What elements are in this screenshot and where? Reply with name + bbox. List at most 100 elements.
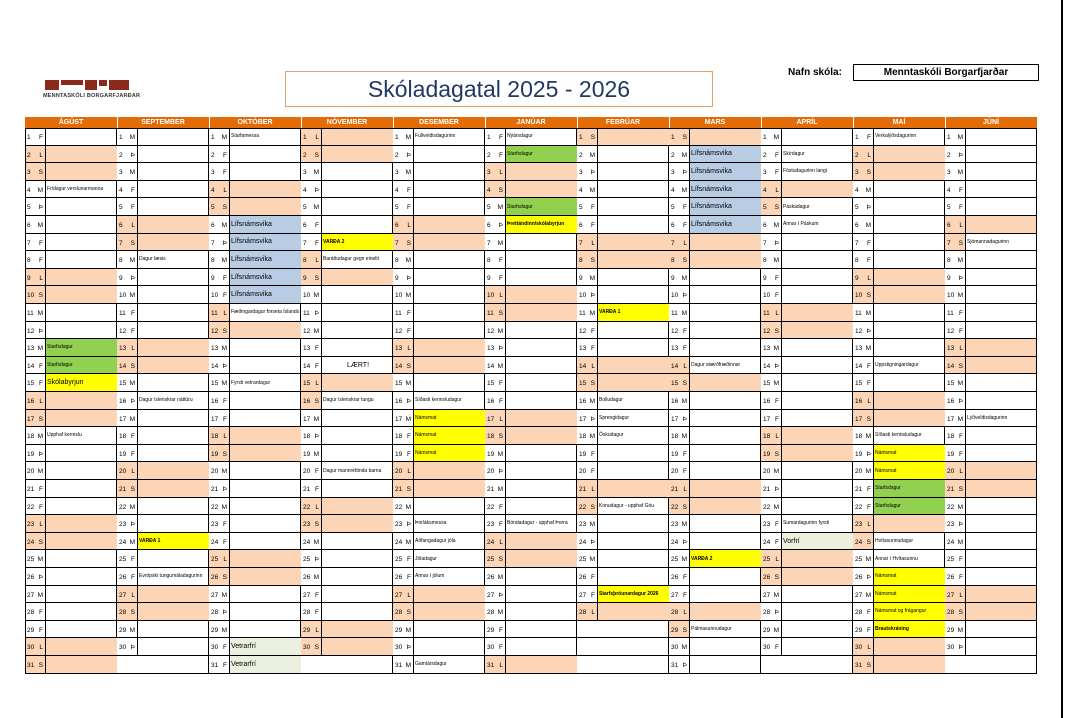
- day-event[interactable]: [966, 374, 1037, 391]
- day-event[interactable]: [598, 269, 669, 286]
- day-event[interactable]: [966, 550, 1037, 567]
- day-event[interactable]: [322, 515, 393, 532]
- day-event[interactable]: [782, 550, 853, 567]
- day-event[interactable]: [138, 427, 209, 444]
- day-event[interactable]: [46, 286, 117, 303]
- day-event[interactable]: [322, 374, 393, 391]
- day-event[interactable]: [966, 269, 1037, 286]
- day-event[interactable]: [322, 445, 393, 462]
- day-event[interactable]: Námsmat: [414, 427, 485, 444]
- day-event[interactable]: [414, 638, 485, 655]
- day-event[interactable]: [874, 322, 945, 339]
- day-event[interactable]: Evrópski tungumáladagurinn: [139, 573, 203, 580]
- day-event[interactable]: [782, 286, 853, 303]
- day-event[interactable]: [690, 515, 761, 532]
- day-event[interactable]: Lífsnámsvika: [230, 251, 301, 268]
- day-event[interactable]: [46, 621, 117, 638]
- day-event[interactable]: [874, 216, 945, 233]
- day-event[interactable]: Starfsdagur: [46, 339, 117, 356]
- day-event[interactable]: [506, 163, 577, 180]
- day-event[interactable]: Námsmat: [414, 444, 485, 462]
- day-event[interactable]: [414, 322, 485, 339]
- day-event[interactable]: [782, 427, 853, 444]
- day-event[interactable]: [506, 269, 577, 286]
- day-event[interactable]: [966, 128, 1037, 145]
- day-event[interactable]: Bóndadagur - upphaf Þorra: [507, 520, 568, 527]
- day-event[interactable]: Dagur mannréttinda barna: [323, 467, 382, 474]
- day-event[interactable]: [598, 550, 669, 567]
- day-event[interactable]: [230, 533, 301, 550]
- day-event[interactable]: [506, 462, 577, 479]
- day-event[interactable]: [322, 163, 393, 180]
- day-event[interactable]: [690, 339, 761, 356]
- day-event[interactable]: [690, 497, 761, 515]
- day-event[interactable]: Páskadagur: [783, 203, 810, 210]
- day-event[interactable]: [598, 603, 669, 620]
- day-event[interactable]: [414, 181, 485, 198]
- day-event[interactable]: Pálmasunnudagur: [691, 626, 732, 633]
- day-event[interactable]: Námsmat: [874, 444, 945, 462]
- day-event[interactable]: [966, 251, 1037, 268]
- day-event[interactable]: [414, 603, 485, 620]
- day-event[interactable]: [414, 621, 485, 638]
- day-event[interactable]: Dagur íslenskrar náttúru: [139, 397, 193, 404]
- day-event[interactable]: [414, 304, 485, 321]
- day-event[interactable]: [322, 216, 393, 233]
- day-event[interactable]: [506, 638, 577, 655]
- day-event[interactable]: Skólabyrjun: [46, 374, 117, 391]
- day-event[interactable]: [966, 146, 1037, 163]
- day-event[interactable]: Dagur íslenskrar tungu: [323, 397, 374, 404]
- day-event[interactable]: [782, 603, 853, 620]
- day-event[interactable]: [322, 286, 393, 303]
- day-event[interactable]: [230, 568, 301, 585]
- day-event[interactable]: [322, 603, 393, 620]
- day-event[interactable]: [46, 409, 117, 427]
- day-event[interactable]: [690, 586, 761, 603]
- day-event[interactable]: [598, 146, 669, 163]
- day-event[interactable]: [46, 268, 117, 286]
- day-event[interactable]: [506, 251, 577, 268]
- day-event[interactable]: [966, 480, 1037, 497]
- day-event[interactable]: [138, 339, 209, 356]
- day-event[interactable]: [230, 603, 301, 620]
- day-event[interactable]: [46, 568, 117, 585]
- day-event[interactable]: Starfsdagur: [46, 356, 117, 374]
- day-event[interactable]: [46, 480, 117, 497]
- day-event[interactable]: [414, 269, 485, 286]
- day-event[interactable]: [138, 621, 209, 638]
- day-event[interactable]: [230, 163, 301, 180]
- day-event[interactable]: [138, 269, 209, 286]
- day-event[interactable]: [506, 532, 577, 550]
- day-event[interactable]: [598, 339, 669, 356]
- day-event[interactable]: [230, 410, 301, 427]
- day-event[interactable]: Lífsnámsvika: [690, 145, 761, 163]
- day-event[interactable]: [230, 621, 301, 638]
- day-event[interactable]: [138, 198, 209, 215]
- day-event[interactable]: [690, 392, 761, 409]
- day-event[interactable]: [598, 515, 669, 532]
- day-event[interactable]: [598, 233, 669, 251]
- day-event[interactable]: [138, 233, 209, 251]
- day-event[interactable]: Frídagur verslunarmanna: [47, 186, 104, 193]
- day-event[interactable]: [46, 198, 117, 215]
- day-event[interactable]: [46, 462, 117, 479]
- day-event[interactable]: [506, 357, 577, 374]
- day-event[interactable]: [966, 322, 1037, 339]
- day-event[interactable]: [322, 198, 393, 215]
- day-event[interactable]: [46, 128, 117, 145]
- day-event[interactable]: Námsmat og frágangur: [874, 603, 945, 620]
- day-event[interactable]: [690, 374, 761, 391]
- day-event[interactable]: Hvítasunnudagur: [875, 538, 914, 545]
- day-event[interactable]: [414, 356, 485, 374]
- day-event[interactable]: Námsmat: [874, 462, 945, 479]
- day-event[interactable]: [138, 480, 209, 497]
- day-event[interactable]: [506, 603, 577, 620]
- day-event[interactable]: [598, 322, 669, 339]
- day-event[interactable]: [782, 638, 853, 655]
- day-event[interactable]: [138, 146, 209, 163]
- day-event[interactable]: [874, 145, 945, 163]
- day-event[interactable]: Skírdagur: [783, 150, 805, 157]
- day-event[interactable]: [322, 533, 393, 550]
- day-event[interactable]: Jóladagur: [415, 555, 437, 562]
- day-event[interactable]: [782, 462, 853, 479]
